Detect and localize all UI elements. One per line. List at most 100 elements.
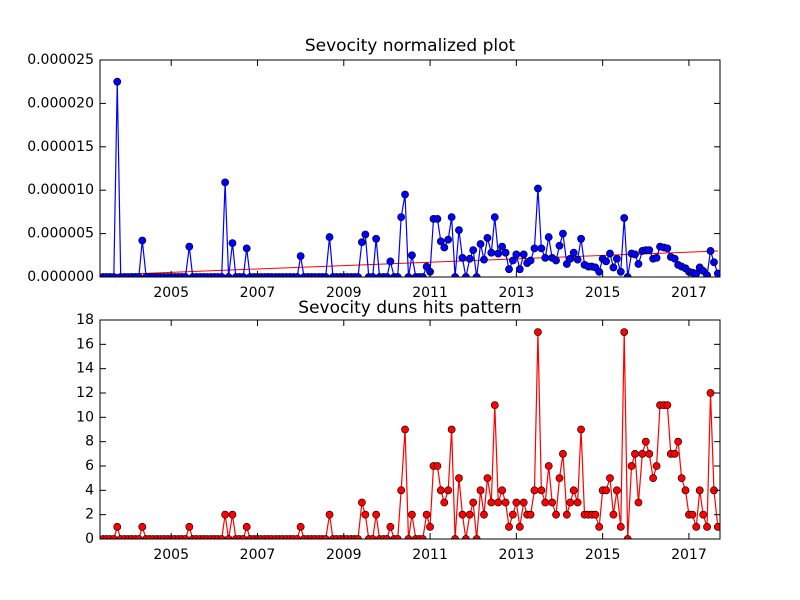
data-point [447, 213, 456, 222]
x-tick-label: 2007 [240, 547, 276, 563]
data-point [616, 267, 625, 276]
x-tick-label: 2011 [412, 285, 448, 301]
data-point [703, 271, 711, 277]
data-point [134, 535, 143, 539]
data-point [631, 449, 639, 458]
data-point [530, 244, 539, 253]
data-point [713, 522, 720, 531]
data-point [404, 535, 413, 539]
data-point [185, 242, 194, 251]
data-point [498, 486, 507, 495]
data-point [325, 510, 334, 519]
data-point [436, 486, 445, 495]
data-point [609, 510, 618, 519]
data-point [217, 535, 226, 539]
axes-frame [99, 59, 721, 278]
data-point [455, 474, 463, 483]
data-point [242, 244, 251, 253]
data-point [113, 77, 122, 86]
data-point [645, 246, 654, 254]
data-point [228, 239, 237, 248]
y-tick-label: 4 [85, 482, 94, 498]
data-point [559, 229, 567, 238]
data-point [487, 248, 496, 257]
data-point [620, 214, 629, 222]
data-point [706, 247, 715, 255]
y-tick-label: 12 [76, 385, 94, 401]
data-point [559, 449, 567, 458]
data-point [296, 252, 305, 261]
data-point [638, 449, 647, 458]
data-point [577, 234, 585, 243]
y-tick-label: 0.000010 [27, 182, 94, 198]
data-point [239, 535, 248, 539]
x-tick-label: 2005 [153, 547, 189, 563]
data-point [361, 230, 370, 239]
plot-area [100, 77, 720, 277]
data-point [494, 498, 503, 507]
data-point [505, 522, 513, 531]
data-point [393, 535, 402, 539]
data-point [325, 233, 334, 241]
x-tick-label: 2017 [671, 285, 707, 301]
data-point [670, 449, 679, 458]
data-point [703, 522, 711, 531]
data-point [418, 535, 427, 539]
data-point [699, 510, 708, 519]
data-point [498, 242, 507, 251]
data-point [526, 510, 535, 519]
data-point [372, 510, 381, 519]
axes-frame [99, 319, 721, 540]
data-point [440, 498, 449, 507]
data-point [386, 522, 395, 531]
data-point [221, 178, 230, 187]
data-point [612, 486, 621, 495]
data-point [480, 255, 488, 264]
x-tick-label: 2005 [153, 285, 189, 301]
x-tick-label: 2009 [326, 285, 362, 301]
data-point [181, 535, 190, 539]
data-point [368, 535, 377, 539]
x-tick-label: 2013 [499, 285, 535, 301]
data-point [541, 498, 550, 507]
y-tick-label: 10 [76, 409, 94, 425]
data-point [469, 498, 478, 507]
data-point [483, 234, 492, 242]
data-point [444, 235, 453, 244]
data-point [652, 254, 661, 262]
data-point [465, 254, 474, 263]
data-point [710, 258, 718, 267]
x-tick-label: 2007 [240, 285, 276, 301]
data-point [515, 522, 524, 531]
chart-title: Sevocity duns hits pattern [298, 298, 521, 318]
data-point [361, 510, 370, 519]
data-point [663, 244, 672, 253]
data-point [397, 213, 406, 222]
data-point [573, 255, 582, 264]
data-point [692, 522, 701, 531]
y-tick-label: 0.000005 [27, 226, 94, 242]
x-tick-label: 2011 [412, 547, 448, 563]
data-point [296, 522, 305, 531]
data-point [641, 437, 650, 446]
data-point [426, 522, 434, 531]
data-point [606, 249, 614, 258]
data-point [451, 535, 459, 539]
data-point [577, 425, 585, 434]
data-point [537, 486, 546, 495]
data-point [534, 184, 542, 193]
data-point [138, 522, 147, 531]
y-tick-label: 18 [76, 312, 94, 328]
data-point [422, 510, 431, 519]
data-point [469, 246, 478, 254]
data-point [631, 250, 639, 259]
data-point [519, 498, 528, 507]
data-point [444, 486, 453, 495]
data-point [695, 486, 704, 495]
data-point [612, 254, 621, 263]
y-tick-label: 16 [76, 336, 94, 352]
data-point [433, 214, 442, 223]
data-point [455, 226, 463, 235]
data-point [566, 498, 575, 507]
